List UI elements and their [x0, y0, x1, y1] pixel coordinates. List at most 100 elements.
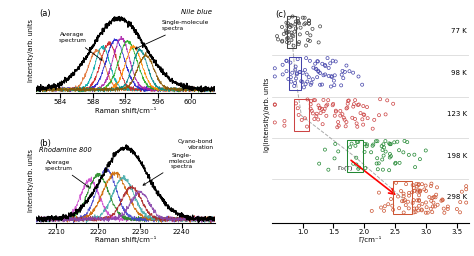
Point [305, 22, 313, 26]
Point [431, 204, 439, 208]
Point [320, 73, 328, 77]
Point [324, 56, 331, 60]
Point [415, 198, 423, 202]
Point [410, 210, 418, 215]
Point [278, 39, 286, 43]
Point [281, 124, 288, 128]
Point [301, 22, 308, 26]
Point [438, 197, 446, 201]
Point [287, 80, 295, 84]
Point [409, 183, 417, 187]
Point [315, 103, 322, 108]
Point [287, 23, 294, 27]
Point [280, 32, 288, 36]
Point [364, 116, 372, 120]
Point [408, 190, 416, 194]
Point [422, 148, 429, 153]
Point [415, 183, 422, 187]
Point [361, 150, 368, 154]
Point [429, 196, 437, 200]
Text: Nile blue: Nile blue [181, 9, 211, 15]
Point [344, 106, 351, 110]
Point [363, 144, 371, 148]
Point [328, 74, 335, 78]
Point [310, 98, 318, 102]
Point [271, 120, 279, 124]
Bar [286, 16, 296, 48]
Point [351, 98, 359, 102]
Text: Average
spectrum: Average spectrum [45, 160, 89, 187]
Point [284, 77, 292, 81]
Point [367, 150, 375, 154]
Point [285, 30, 292, 34]
Point [337, 83, 345, 87]
Point [378, 157, 386, 162]
Point [410, 186, 418, 190]
Point [303, 80, 311, 84]
Point [405, 206, 412, 210]
Text: Single-molecule
spectra: Single-molecule spectra [135, 20, 210, 49]
Point [331, 114, 338, 118]
Point [305, 18, 313, 23]
Point [346, 69, 353, 73]
Point [350, 102, 358, 106]
Point [343, 63, 350, 68]
Point [403, 140, 411, 144]
Point [287, 61, 294, 65]
Point [288, 38, 295, 42]
Point [375, 161, 383, 165]
Point [307, 83, 315, 87]
Point [271, 74, 279, 79]
Point [382, 112, 390, 116]
Point [398, 199, 406, 203]
Point [321, 64, 329, 68]
Point [405, 191, 413, 195]
Point [392, 181, 400, 185]
Point [343, 106, 350, 111]
Point [429, 205, 437, 209]
Y-axis label: Intensity/arb. units: Intensity/arb. units [28, 148, 34, 211]
Point [294, 20, 302, 24]
Point [315, 70, 322, 74]
Point [386, 142, 394, 146]
Point [292, 22, 299, 26]
Point [424, 211, 431, 215]
Point [297, 79, 305, 83]
Point [297, 26, 304, 30]
Point [322, 114, 330, 118]
Point [417, 189, 424, 193]
Point [387, 142, 394, 146]
Point [303, 72, 310, 77]
Point [380, 154, 387, 158]
Point [288, 30, 295, 35]
Point [284, 36, 292, 40]
Point [319, 122, 327, 126]
Point [400, 150, 407, 154]
Point [412, 210, 419, 214]
Point [308, 109, 316, 113]
Point [386, 155, 393, 159]
Point [325, 74, 333, 78]
Point [305, 75, 312, 79]
Point [331, 73, 338, 77]
Point [395, 206, 403, 210]
Text: Rhodamine 800: Rhodamine 800 [39, 147, 92, 153]
Point [308, 81, 315, 85]
Point [422, 211, 429, 215]
Point [426, 195, 433, 199]
Text: 123 K: 123 K [447, 111, 467, 117]
Point [415, 204, 423, 208]
Point [283, 30, 291, 34]
Point [316, 71, 324, 75]
Text: $\mathit{\Gamma}_{\rm{0}}$(T): $\mathit{\Gamma}_{\rm{0}}$(T) [337, 164, 353, 174]
Point [318, 82, 326, 87]
Point [413, 189, 421, 194]
Point [418, 208, 426, 212]
Point [349, 104, 357, 109]
Point [400, 192, 407, 196]
Point [307, 33, 314, 37]
Point [316, 83, 324, 87]
Point [356, 165, 363, 169]
Point [285, 16, 293, 20]
Point [327, 61, 334, 65]
